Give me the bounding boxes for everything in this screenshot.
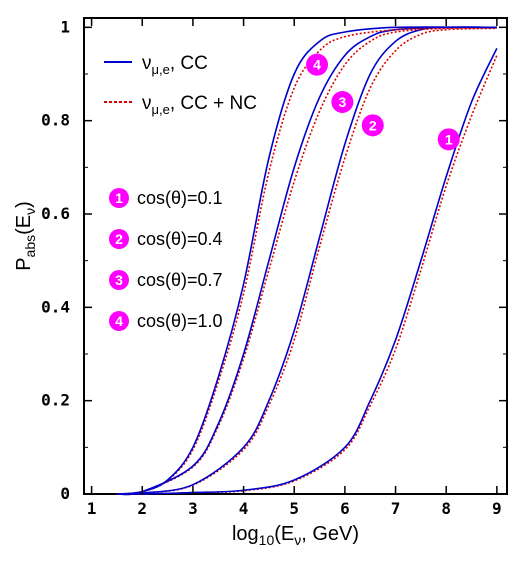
annotation-badge-num-3: 3 bbox=[115, 272, 123, 288]
x-tick-label: 6 bbox=[340, 499, 350, 518]
annotation-label-4: cos(θ)=1.0 bbox=[137, 311, 223, 331]
legend-label-1: νμ,e, CC bbox=[142, 53, 208, 77]
series-1-ccnc-line bbox=[116, 55, 498, 495]
curve-marker-2 bbox=[361, 114, 384, 137]
curve-marker-num-2: 2 bbox=[369, 117, 377, 133]
y-tick-label: 0 bbox=[60, 484, 70, 503]
series-3-cc-line bbox=[116, 26, 497, 496]
plot-frame bbox=[83, 17, 508, 495]
x-tick-label: 3 bbox=[188, 499, 198, 518]
y-tick-label: 1 bbox=[60, 17, 70, 36]
annotation-label-1: cos(θ)=0.1 bbox=[137, 188, 223, 208]
curve-marker-3 bbox=[331, 91, 354, 113]
annotation-badge-1 bbox=[109, 188, 129, 208]
x-tick-label: 4 bbox=[239, 499, 249, 518]
x-tick-label: 8 bbox=[441, 499, 451, 518]
y-tick-label: 0.4 bbox=[41, 297, 70, 316]
annotation-badge-2 bbox=[109, 229, 129, 249]
annotation-badge-num-2: 2 bbox=[115, 231, 123, 247]
annotation-label-2: cos(θ)=0.4 bbox=[137, 229, 223, 249]
legend-label-2: νμ,e, CC + NC bbox=[142, 93, 257, 117]
y-tick-label: 0.2 bbox=[41, 391, 70, 410]
series-4-cc-line bbox=[116, 26, 497, 495]
curve-marker-num-4: 4 bbox=[313, 57, 321, 73]
y-tick-label: 0.8 bbox=[41, 111, 70, 130]
y-axis-label: Pabs(Eν) bbox=[13, 201, 38, 271]
curve-marker-num-1: 1 bbox=[445, 131, 453, 147]
x-axis-label: log10(Eν, GeV) bbox=[232, 523, 359, 548]
annotation-badge-4 bbox=[109, 311, 129, 331]
y-tick-label: 0.6 bbox=[41, 204, 70, 223]
x-tick-label: 5 bbox=[289, 499, 299, 518]
series-4-ccnc-line bbox=[116, 26, 497, 495]
x-tick-label: 7 bbox=[391, 499, 401, 518]
series-2-cc-line bbox=[116, 26, 497, 495]
curve-marker-4 bbox=[306, 53, 329, 76]
x-tick-label: 2 bbox=[137, 499, 147, 518]
x-tick-label: 9 bbox=[492, 499, 502, 518]
annotation-label-3: cos(θ)=0.7 bbox=[137, 270, 223, 290]
curve-marker-1 bbox=[437, 128, 460, 151]
series-3-ccnc-line bbox=[116, 26, 497, 496]
annotation-badge-num-1: 1 bbox=[115, 190, 123, 206]
curve-marker-num-3: 3 bbox=[338, 94, 346, 110]
annotation-badge-3 bbox=[109, 270, 129, 290]
x-tick-label: 1 bbox=[87, 499, 97, 518]
annotation-badge-num-4: 4 bbox=[115, 313, 123, 329]
